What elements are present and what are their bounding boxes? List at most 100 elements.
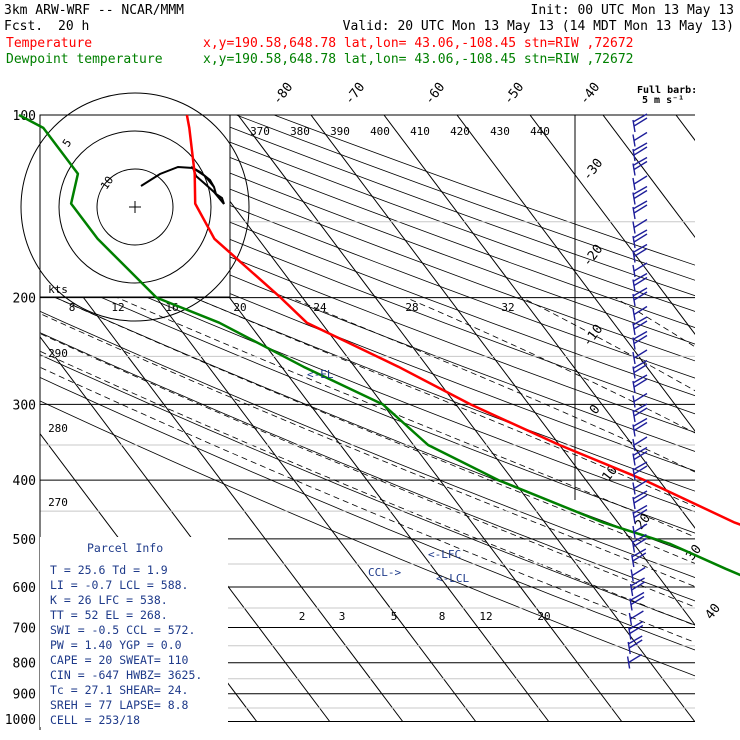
isotherm-line: [456, 115, 695, 432]
theta-label: 390: [330, 125, 350, 138]
temperature-profile: [185, 114, 740, 526]
pressure-label: 600: [13, 581, 36, 596]
wind-barb-flag: [633, 204, 648, 214]
isotherm-label: -50: [501, 80, 527, 108]
wind-barb-flag: [632, 504, 648, 515]
isotherm-label: 20: [633, 511, 654, 533]
wind-barb-flag: [633, 363, 648, 374]
moist-adiabat: [40, 366, 695, 643]
theta-label: 370: [250, 125, 270, 138]
wind-barb-flag: [633, 436, 648, 446]
hodograph-speed-label: 20: [233, 301, 246, 314]
wind-barb-flag: [633, 320, 648, 330]
wind-barb-flag: [633, 508, 648, 519]
wind-barb-flag: [632, 533, 647, 544]
dry-adiabat: [40, 177, 695, 433]
el-marker: <-EL: [307, 368, 334, 381]
wind-barb-flag: [632, 113, 648, 123]
wind-barb-flag: [633, 175, 648, 185]
pressure-label: 500: [13, 533, 36, 548]
wind-barb-flag: [633, 450, 648, 461]
hodograph-trace: [140, 165, 225, 205]
theta-label: 410: [410, 125, 430, 138]
parcel-row: SREH = 77 LAPSE= 8.8: [50, 698, 189, 712]
wind-barb-flag: [633, 247, 648, 258]
isotherm-line: [383, 115, 695, 529]
wind-barb-flag: [632, 461, 648, 471]
theta-label: 420: [450, 125, 470, 138]
isotherm-line: [310, 115, 695, 626]
wind-barb-flag: [633, 334, 648, 345]
wind-barb-flag: [633, 218, 648, 229]
wind-barb-flag: [631, 566, 646, 577]
hodograph-speed-label: 12: [111, 301, 124, 314]
parcel-row: Tc = 27.1 SHEAR= 24.: [50, 683, 188, 697]
pressure-label: 900: [13, 688, 36, 703]
theta-label: 400: [370, 125, 390, 138]
wind-barb-flag: [633, 305, 648, 316]
lfc-marker: <-LFC: [428, 548, 461, 561]
dry-adiabat: [40, 400, 695, 677]
wind-barb-flag: [632, 330, 648, 341]
wind-barb-flag: [633, 146, 648, 156]
pressure-label: 400: [13, 474, 36, 489]
theta-label-left: 290: [48, 347, 68, 360]
pressure-label: 300: [13, 398, 36, 413]
parcel-row: LI = -0.7 LCL = 588.: [50, 578, 188, 592]
moist-adiabat: [40, 333, 695, 608]
dry-adiabat: [40, 332, 695, 602]
wind-barb-flag: [628, 639, 643, 649]
isotherm-label: -60: [422, 80, 448, 108]
isotherm-line: [40, 335, 331, 722]
ccl-marker: CCL->: [368, 566, 401, 579]
wind-barb-flag: [632, 446, 648, 457]
wind-legend-units: 5 m s⁻¹: [642, 95, 684, 106]
parcel-row: CAPE = 20 SWEAT= 110: [50, 653, 189, 667]
dry-adiabat: [40, 127, 695, 379]
wind-barb-flag: [630, 577, 645, 587]
mixing-ratio-label: 5: [391, 610, 398, 623]
moist-adiabat: [117, 297, 695, 538]
parcel-row: SWI = -0.5 CCL = 572.: [50, 623, 195, 637]
wind-barb-flag: [633, 117, 648, 127]
wind-barb-flag: [633, 407, 648, 417]
wind-barb-flag: [632, 403, 648, 413]
dry-adiabat: [40, 354, 695, 626]
hodograph-ring: [58, 130, 212, 284]
legend-dewpoint-label: Dewpoint temperature: [6, 52, 163, 67]
profiles: [18, 113, 740, 577]
wind-barb-flag: [633, 523, 648, 533]
dry-adiabat: [40, 310, 695, 578]
wind-barb-flag: [633, 494, 648, 504]
wind-legend-title: Full barb:: [637, 85, 697, 96]
hodograph-ring-label: 10: [98, 174, 116, 192]
mixing-ratio-label: 2: [299, 610, 306, 623]
wind-barb-flag: [633, 233, 648, 243]
wind-barb-flag: [633, 189, 648, 200]
isotherm-line: [40, 239, 404, 722]
moist-adiabat: [405, 297, 695, 434]
parcel-row: CELL = 253/18: [50, 713, 140, 727]
legend-temperature-label: Temperature: [6, 36, 92, 51]
wind-barb-flag: [632, 316, 648, 326]
hodograph-speed-label: 8: [69, 301, 76, 314]
dry-adiabat: [40, 231, 695, 492]
isotherm-line: [237, 115, 695, 722]
hodograph-ring: [96, 168, 174, 246]
wind-barbs: [626, 113, 648, 669]
dry-adiabat: [40, 195, 695, 452]
pressure-label: 700: [13, 622, 36, 637]
wind-barb-flag: [632, 229, 648, 239]
mixing-ratio-label: 12: [479, 610, 492, 623]
wind-barb-flag: [632, 287, 648, 297]
hodograph-units: kts: [48, 283, 68, 296]
theta-label: 430: [490, 125, 510, 138]
model-title: 3km ARW-WRF -- NCAR/MMM: [4, 3, 184, 18]
isotherm-line: [164, 115, 623, 722]
wind-barb-flag: [632, 142, 648, 152]
parcel-row: T = 25.6 Td = 1.9: [50, 563, 168, 577]
wind-barb-flag: [633, 537, 647, 548]
dry-adiabat: [198, 115, 695, 297]
